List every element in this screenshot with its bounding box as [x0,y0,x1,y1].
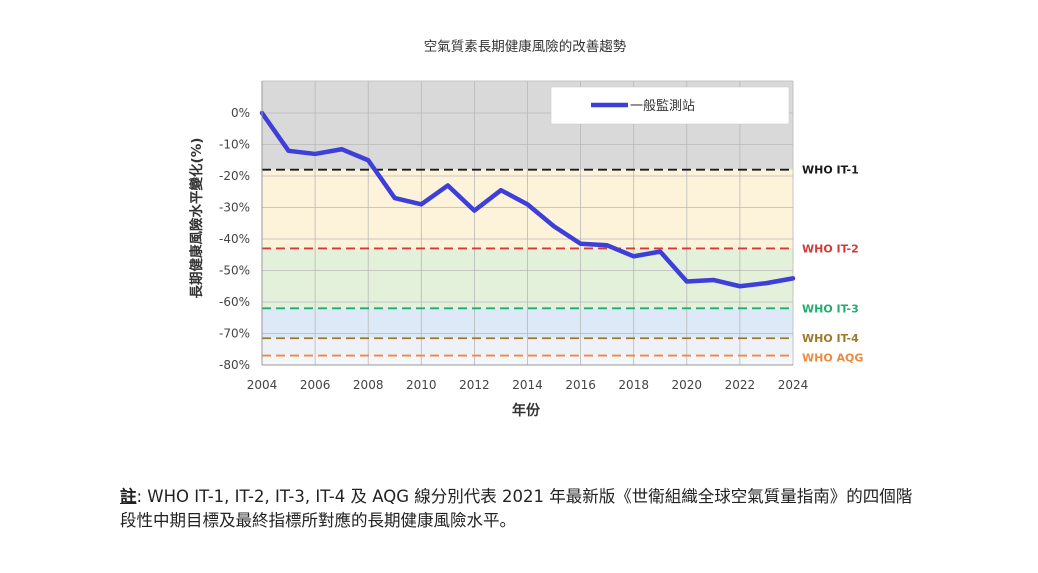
x-tick-label: 2024 [778,378,809,392]
y-tick-label: -50% [219,264,250,278]
y-tick-label: -10% [219,138,250,152]
chart-title: 空氣質素長期健康風險的改善趨勢 [424,38,627,55]
y-tick-label: -80% [219,358,250,372]
legend: 一般監測站 [550,86,790,125]
x-tick-label: 2008 [353,378,384,392]
y-tick-label: -60% [219,295,250,309]
reference-label: WHO IT-1 [802,164,859,177]
x-tick-label: 2006 [300,378,331,392]
reference-label: WHO IT-2 [802,242,859,255]
axes: 0% -10% -20% -30% -40% -50% -60% -70% -80% 2004 20… [219,81,808,392]
y-axis-label: 長期健康風險水平變化(%) [188,138,205,299]
y-tick-label: -20% [219,169,250,183]
y-tick-label: -30% [219,201,250,215]
x-tick-label: 2022 [725,378,756,392]
footnote-label: 註 [120,487,137,506]
footnote-text: : WHO IT-1, IT-2, IT-3, IT-4 及 AQG 線分別代表… [120,487,913,530]
reference-label: WHO AQG [802,352,863,365]
legend-box [550,86,790,125]
x-tick-label: 2020 [672,378,703,392]
reference-label: WHO IT-3 [802,302,859,315]
grid-lines [261,80,794,366]
x-tick-label: 2004 [247,378,278,392]
x-tick-label: 2012 [459,378,490,392]
x-tick-label: 2014 [512,378,543,392]
x-axis-label: 年份 [512,402,541,419]
x-tick-label: 2018 [618,378,649,392]
y-tick-label: -40% [219,232,250,246]
y-tick-label: -70% [219,327,250,341]
reference-lines: WHO IT-1 WHO IT-2 WHO IT-3 WHO IT-4 WHO AQG [262,164,863,365]
footnote: 註: WHO IT-1, IT-2, IT-3, IT-4 及 AQG 線分別代… [120,485,920,533]
x-tick-label: 2016 [565,378,596,392]
reference-label: WHO IT-4 [802,332,859,345]
legend-label: 一般監測站 [630,98,695,114]
y-tick-label: 0% [231,106,250,120]
x-tick-label: 2010 [406,378,437,392]
